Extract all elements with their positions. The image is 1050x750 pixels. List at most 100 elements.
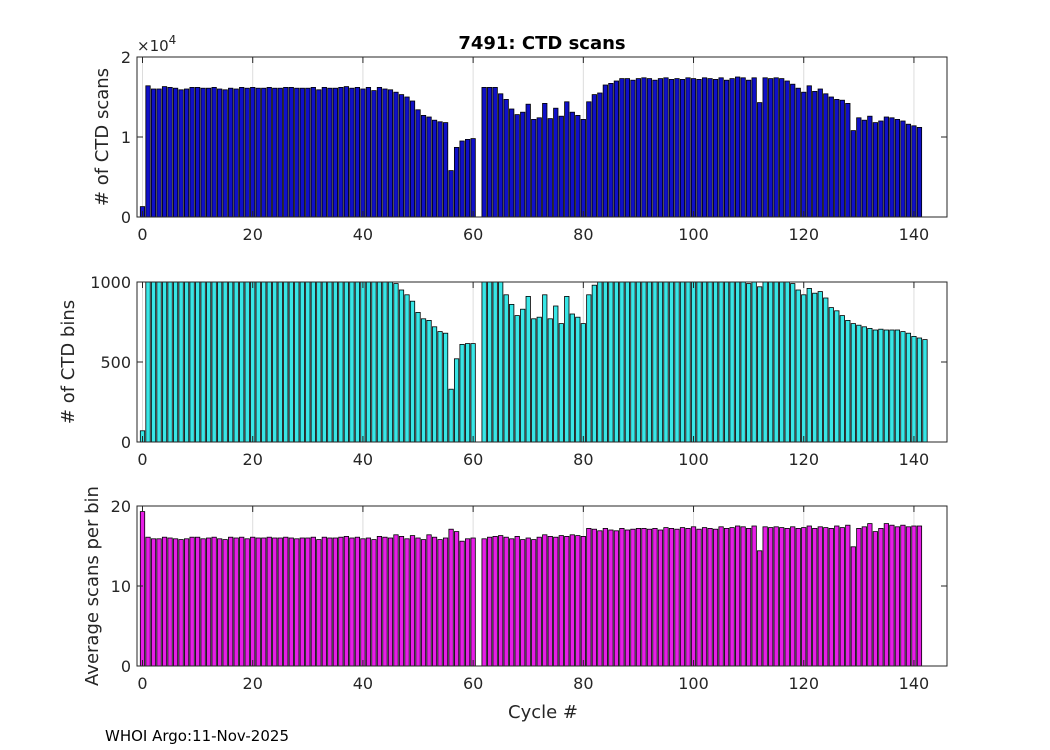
bar — [668, 528, 675, 667]
bar — [553, 107, 559, 218]
bar — [404, 538, 410, 667]
bar — [442, 537, 449, 667]
bar — [316, 281, 322, 443]
bar — [343, 281, 349, 443]
bar — [288, 537, 294, 667]
bar — [894, 526, 901, 667]
bar — [393, 283, 399, 443]
x-tick-label: 40 — [353, 450, 373, 469]
bar — [723, 281, 730, 443]
bar — [200, 538, 206, 667]
bar — [773, 77, 779, 218]
bar — [856, 117, 862, 218]
bar — [514, 114, 520, 218]
bar — [195, 281, 201, 443]
bar — [762, 77, 768, 218]
bar — [514, 536, 520, 667]
bar — [376, 87, 383, 218]
x-axis-label: Cycle # — [508, 702, 578, 723]
bar — [729, 527, 735, 667]
bar — [889, 524, 895, 667]
bar — [834, 99, 840, 218]
bar — [790, 526, 796, 667]
bar — [872, 329, 878, 443]
bar — [228, 87, 234, 218]
bar — [828, 528, 834, 667]
bar — [233, 537, 239, 667]
bar — [172, 281, 179, 443]
bar — [531, 539, 537, 667]
bar — [784, 528, 790, 667]
y-tick-label: 2 — [121, 48, 131, 67]
bar — [646, 78, 653, 218]
bar — [338, 281, 344, 443]
bar — [564, 101, 570, 218]
bar — [674, 528, 680, 667]
x-tick-label: 0 — [137, 674, 147, 693]
bar — [365, 537, 372, 667]
bar — [591, 94, 597, 218]
bar — [283, 281, 289, 443]
bar — [911, 335, 917, 443]
bar — [867, 115, 873, 218]
bar — [217, 538, 223, 667]
bar — [189, 536, 195, 667]
bar — [828, 96, 834, 218]
plot-area — [137, 506, 947, 666]
bar — [503, 99, 509, 218]
bar — [701, 77, 708, 218]
y-axis-label: # of CTD scans — [92, 68, 113, 206]
bar — [569, 534, 575, 667]
x-tick-label: 80 — [573, 450, 593, 469]
x-tick-label: 100 — [678, 674, 709, 693]
x-tick-label: 40 — [353, 674, 373, 693]
bar — [652, 79, 658, 218]
bar — [641, 77, 647, 218]
bar — [553, 536, 559, 667]
bar — [465, 538, 471, 667]
bar — [817, 291, 823, 443]
bar — [415, 109, 421, 218]
bar — [839, 527, 845, 667]
bar — [878, 528, 884, 667]
bar — [801, 91, 807, 218]
bar — [657, 281, 664, 443]
bar — [823, 93, 829, 218]
bar — [839, 99, 845, 218]
bar — [608, 529, 614, 667]
bar — [354, 87, 361, 218]
bar — [178, 539, 184, 667]
bar — [850, 130, 856, 218]
bar — [509, 108, 515, 218]
bar — [779, 78, 785, 218]
bar — [867, 327, 873, 443]
bar — [233, 281, 239, 443]
bar — [872, 122, 878, 218]
bar — [316, 89, 322, 218]
bar — [167, 281, 173, 443]
bar — [690, 281, 697, 443]
bar — [922, 339, 928, 443]
bar — [294, 281, 300, 443]
bar — [206, 87, 212, 218]
bar — [718, 77, 724, 218]
bar — [597, 530, 603, 667]
y-tick-label: 0 — [121, 433, 131, 452]
bar — [850, 323, 856, 443]
bar — [404, 294, 410, 443]
bar — [531, 119, 537, 218]
bar — [349, 537, 355, 667]
bar — [905, 123, 912, 218]
panel-3: 0 20 40 60 80 100 120 140 0 10 20 Average scans per… — [82, 486, 948, 693]
bar — [453, 146, 460, 218]
bar — [536, 536, 542, 667]
bar — [338, 87, 344, 218]
bar — [602, 84, 608, 218]
bar — [696, 281, 702, 443]
bar — [646, 528, 653, 667]
bar — [619, 78, 625, 218]
bar — [371, 539, 377, 667]
bar — [244, 538, 250, 667]
bar — [465, 138, 471, 218]
